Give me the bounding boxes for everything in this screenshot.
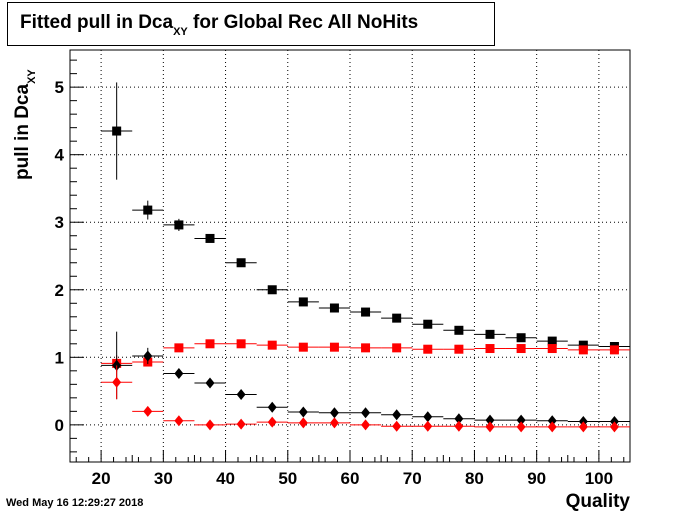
x-tick-label: 60 (341, 469, 360, 488)
data-point-square (236, 258, 246, 268)
data-point-diamond (298, 417, 308, 429)
chart-title-main: Fitted pull in Dca (20, 12, 174, 33)
chart-title-subscript: XY (173, 26, 188, 38)
data-point-square (361, 343, 371, 353)
y-tick-label: 4 (55, 146, 65, 165)
x-tick-label: 50 (278, 469, 297, 488)
chart-title: Fitted pull in DcaXY for Global Rec All … (20, 12, 418, 38)
data-point-diamond (112, 376, 122, 388)
data-point-square (174, 343, 184, 353)
data-point-square (578, 345, 588, 355)
data-point-square (361, 307, 371, 317)
data-point-square (267, 285, 277, 295)
data-point-square (392, 313, 402, 323)
y-axis-label: pull in DcaXY (12, 69, 38, 180)
data-point-diamond (361, 419, 371, 431)
plot-frame (69, 49, 631, 463)
data-point-diamond (516, 421, 526, 433)
x-tick-label: 20 (92, 469, 111, 488)
x-tick-label: 40 (216, 469, 235, 488)
data-point-square (454, 325, 464, 335)
data-point-diamond (547, 421, 557, 433)
data-point-diamond (361, 407, 371, 419)
data-point-square (454, 344, 464, 354)
data-point-diamond (423, 420, 433, 432)
data-point-diamond (298, 406, 308, 418)
data-point-diamond (516, 414, 526, 426)
data-point-diamond (454, 420, 464, 432)
y-tick-label: 5 (55, 78, 64, 97)
y-tick-label: 3 (55, 213, 64, 232)
data-point-diamond (485, 414, 495, 426)
data-point-square (547, 336, 557, 346)
data-point-diamond (485, 421, 495, 433)
data-point-square (392, 343, 402, 353)
data-point-diamond (205, 377, 215, 389)
data-point-square (609, 345, 619, 355)
data-point-square (485, 344, 495, 354)
data-point-square (516, 344, 526, 354)
data-point-diamond (392, 420, 402, 432)
data-point-diamond (329, 407, 339, 419)
data-point-diamond (143, 405, 153, 417)
data-point-diamond (236, 418, 246, 430)
data-point-square (298, 297, 308, 307)
y-axis-label-subscript: XY (26, 69, 38, 84)
y-axis-label-main: pull in Dca (12, 83, 33, 180)
timestamp: Wed May 16 12:29:27 2018 (6, 497, 144, 509)
data-point-diamond (174, 415, 184, 427)
x-tick-label: 30 (154, 469, 173, 488)
data-point-square (205, 233, 215, 243)
data-point-square (174, 220, 184, 230)
data-point-square (205, 339, 215, 349)
data-point-diamond (174, 368, 184, 380)
data-point-diamond (392, 409, 402, 421)
data-point-diamond (423, 411, 433, 423)
data-point-square (423, 319, 433, 329)
data-point-square (329, 303, 339, 313)
data-point-diamond (329, 417, 339, 429)
x-axis-label: Quality (565, 491, 630, 512)
x-tick-label: 70 (403, 469, 422, 488)
data-point-diamond (143, 350, 153, 362)
data-point-diamond (454, 413, 464, 425)
x-tick-label: 90 (527, 469, 546, 488)
data-point-diamond (609, 421, 619, 433)
data-point-square (298, 342, 308, 352)
y-tick-label: 2 (55, 281, 64, 300)
data-point-square (423, 344, 433, 354)
data-point-diamond (267, 416, 277, 428)
data-point-square (485, 329, 495, 339)
data-point-square (143, 205, 153, 215)
chart-title-box: Fitted pull in DcaXY for Global Rec All … (7, 2, 495, 46)
data-point-square (578, 340, 588, 350)
data-point-diamond (236, 388, 246, 400)
data-point-diamond (267, 401, 277, 413)
x-tick-label: 100 (585, 469, 613, 488)
x-tick-label: 80 (465, 469, 484, 488)
data-point-diamond (205, 419, 215, 431)
y-tick-label: 0 (55, 416, 64, 435)
data-point-square (267, 340, 277, 350)
y-tick-label: 1 (55, 348, 64, 367)
data-point-diamond (547, 415, 557, 427)
data-point-square (236, 339, 246, 349)
data-point-square (112, 126, 122, 136)
data-point-square (547, 344, 557, 354)
chart-title-tail: for Global Rec All NoHits (187, 12, 419, 33)
data-point-diamond (578, 421, 588, 433)
data-point-square (329, 342, 339, 352)
data-point-square (516, 333, 526, 343)
